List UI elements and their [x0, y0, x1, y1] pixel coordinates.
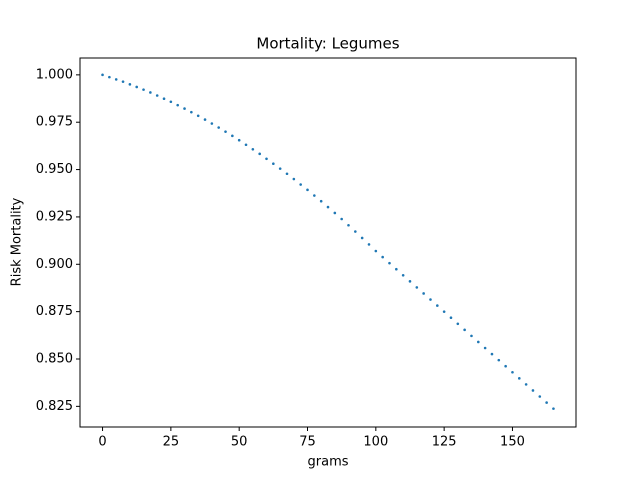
x-axis-label: grams [308, 455, 349, 470]
point [422, 292, 425, 295]
axes-frame [79, 57, 577, 428]
point [135, 85, 139, 89]
point [517, 377, 521, 380]
point [306, 188, 309, 192]
point [415, 286, 419, 289]
point [381, 255, 384, 259]
y-tick-label: 0.850 [36, 351, 73, 366]
point [429, 298, 432, 301]
point [190, 110, 193, 114]
point [101, 73, 104, 77]
point [237, 138, 241, 142]
point [511, 370, 514, 374]
point [477, 340, 480, 344]
point [463, 328, 466, 332]
y-tick-label: 0.950 [36, 162, 73, 177]
point [155, 94, 159, 97]
point [374, 249, 378, 253]
x-tick-label: 75 [299, 435, 316, 450]
point [169, 100, 173, 104]
chart-title: Mortality: Legumes [256, 35, 399, 53]
point [449, 316, 453, 320]
point [545, 401, 548, 404]
x-tick-label: 25 [163, 435, 180, 450]
y-tick-label: 0.900 [36, 257, 73, 272]
point [183, 107, 186, 110]
point [231, 134, 234, 138]
y-tick-label: 0.925 [36, 209, 73, 224]
y-tick-label: 1.000 [36, 67, 73, 82]
x-tick-label: 50 [231, 435, 248, 450]
point [313, 194, 316, 197]
point [251, 148, 255, 151]
point [142, 88, 145, 91]
point [456, 322, 460, 326]
point [265, 157, 268, 161]
point [401, 273, 405, 277]
point [442, 310, 446, 313]
point [360, 236, 364, 240]
point [278, 167, 282, 170]
point [162, 97, 166, 101]
point [395, 267, 398, 271]
point [483, 346, 487, 350]
y-tick-label: 0.825 [36, 399, 73, 414]
x-tick-label: 150 [500, 435, 525, 450]
point [121, 80, 125, 83]
point [347, 223, 350, 227]
y-tick-label: 0.875 [36, 304, 73, 319]
point [470, 334, 473, 338]
point [196, 114, 200, 118]
point [538, 395, 542, 398]
point [436, 304, 439, 307]
point [285, 172, 289, 176]
point [497, 358, 501, 362]
point [210, 122, 214, 125]
point [354, 230, 357, 233]
point [108, 75, 111, 79]
point [388, 261, 391, 265]
point [244, 143, 248, 147]
point [408, 280, 412, 283]
x-tick-label: 100 [363, 435, 388, 450]
point [326, 205, 330, 209]
x-tick-label: 0 [98, 435, 106, 450]
point [217, 126, 220, 129]
point [524, 383, 528, 386]
point [531, 389, 535, 392]
point [258, 152, 261, 156]
point [292, 177, 296, 181]
point [319, 199, 323, 203]
point [333, 211, 337, 215]
point [176, 103, 179, 107]
x-tick-label: 125 [432, 435, 457, 450]
point [552, 407, 555, 410]
point [272, 162, 275, 165]
point [504, 364, 507, 368]
point [224, 130, 227, 133]
point [340, 217, 343, 221]
point [367, 243, 371, 246]
y-axis-label: Risk Mortality [10, 197, 25, 286]
point [149, 91, 152, 94]
point [299, 183, 302, 186]
point [490, 352, 494, 356]
point [114, 78, 118, 81]
y-tick-label: 0.975 [36, 115, 73, 130]
point [128, 83, 132, 86]
point [203, 118, 207, 121]
